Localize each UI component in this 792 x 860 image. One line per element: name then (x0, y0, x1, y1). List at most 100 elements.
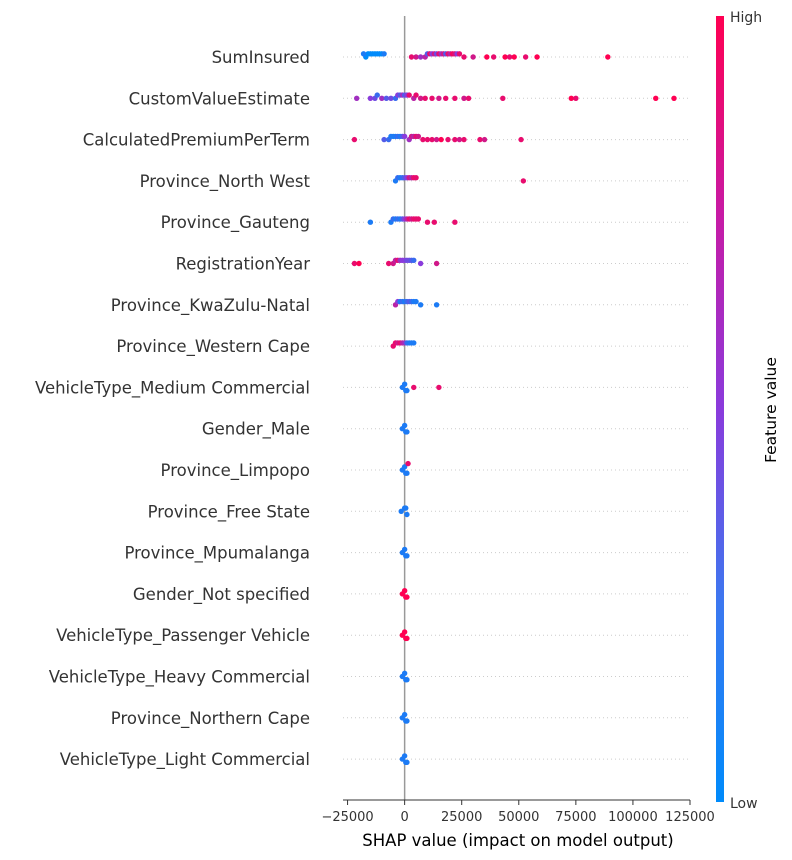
shap-point (401, 464, 408, 470)
shap-point (461, 54, 467, 60)
shap-point (404, 470, 410, 476)
shap-point (351, 260, 358, 267)
feature-label: Province_Western Cape (116, 337, 310, 357)
shap-point (506, 54, 513, 60)
row-guides (343, 56, 690, 760)
shap-point (356, 260, 362, 267)
shap-point (401, 588, 408, 594)
feature-label: CalculatedPremiumPerTerm (83, 131, 310, 150)
shap-point (420, 136, 426, 143)
x-axis: −25000 0 25000 50000 75000 100000 125000 (321, 799, 715, 825)
shap-point (406, 92, 412, 98)
shap-point (408, 54, 415, 60)
shap-point (653, 95, 659, 102)
x-tick-label: 75000 (555, 810, 596, 825)
shap-point (518, 136, 524, 143)
shap-point (443, 95, 449, 102)
shap-point (417, 54, 424, 60)
shap-point (411, 340, 417, 346)
shap-point (436, 384, 442, 391)
shap-point (404, 759, 410, 765)
shap-point (438, 136, 444, 143)
shap-point (413, 298, 419, 305)
feature-label: Province_Northern Cape (111, 709, 310, 729)
x-tick-label: −25000 (321, 810, 373, 825)
feature-label: Province_Gauteng (161, 213, 310, 233)
shap-point (470, 54, 476, 60)
shap-point (404, 594, 410, 600)
shap-point (413, 92, 419, 98)
shap-point (568, 95, 574, 102)
x-tick-label: 50000 (498, 810, 539, 825)
shap-points (351, 51, 677, 765)
shap-point (436, 95, 442, 102)
shap-point (379, 95, 385, 102)
shap-point (573, 95, 579, 102)
feature-label: SumInsured (212, 48, 310, 67)
shap-point (404, 677, 410, 683)
feature-label: Gender_Male (202, 420, 310, 440)
shap-point (404, 511, 410, 518)
shap-point (351, 136, 358, 143)
shap-point (452, 95, 458, 102)
shap-point (484, 54, 490, 60)
shap-point (404, 429, 410, 435)
shap-point (401, 670, 408, 676)
shap-point (415, 216, 422, 222)
shap-point (401, 629, 408, 635)
shap-point (422, 95, 428, 102)
shap-point (398, 508, 404, 514)
shap-point (477, 136, 483, 143)
shap-point (456, 136, 463, 143)
x-tick-label: 125000 (665, 810, 715, 825)
shap-point (415, 133, 422, 140)
shap-point (429, 95, 435, 102)
feature-label: VehicleType_Heavy Commercial (49, 668, 310, 688)
shap-point (424, 136, 431, 143)
shap-point (433, 260, 440, 267)
colorbar-high-label: High (730, 10, 762, 26)
feature-label: Gender_Not specified (133, 585, 310, 605)
shap-point (411, 257, 417, 263)
shap-point (404, 718, 410, 724)
shap-point (465, 95, 472, 102)
shap-point (360, 51, 367, 57)
feature-label: VehicleType_Passenger Vehicle (56, 626, 310, 646)
x-axis-title: SHAP value (impact on model output) (362, 831, 673, 850)
shap-point (424, 219, 431, 225)
shap-point (417, 260, 424, 267)
shap-point (413, 175, 419, 181)
shap-point (388, 95, 394, 102)
shap-point (374, 92, 380, 98)
shap-point (522, 54, 529, 60)
shap-point (429, 136, 435, 143)
shap-point (671, 95, 677, 102)
shap-point (452, 219, 458, 225)
shap-point (367, 219, 374, 225)
shap-point (417, 302, 424, 308)
feature-label: Province_North West (140, 172, 311, 192)
shap-point (401, 133, 408, 140)
shap-point (511, 54, 517, 60)
shap-point (401, 753, 408, 759)
shap-point (456, 51, 463, 57)
shap-point (401, 422, 408, 429)
shap-point (520, 178, 527, 184)
shap-point (452, 136, 458, 143)
shap-point (411, 384, 417, 391)
feature-label: CustomValueEstimate (129, 89, 310, 108)
feature-label: VehicleType_Medium Commercial (35, 378, 310, 398)
shap-point (404, 635, 410, 642)
shap-point (381, 136, 387, 143)
feature-labels: SumInsured CustomValueEstimate CalculatedP… (35, 48, 311, 770)
shap-point (461, 95, 467, 102)
shap-point (401, 711, 408, 718)
shap-point (445, 136, 451, 143)
x-tick-label: 25000 (441, 810, 482, 825)
shap-point (502, 54, 508, 60)
shap-point (433, 302, 440, 308)
shap-point (431, 219, 438, 225)
feature-label: VehicleType_Light Commercial (60, 750, 310, 770)
shap-point (534, 54, 540, 60)
